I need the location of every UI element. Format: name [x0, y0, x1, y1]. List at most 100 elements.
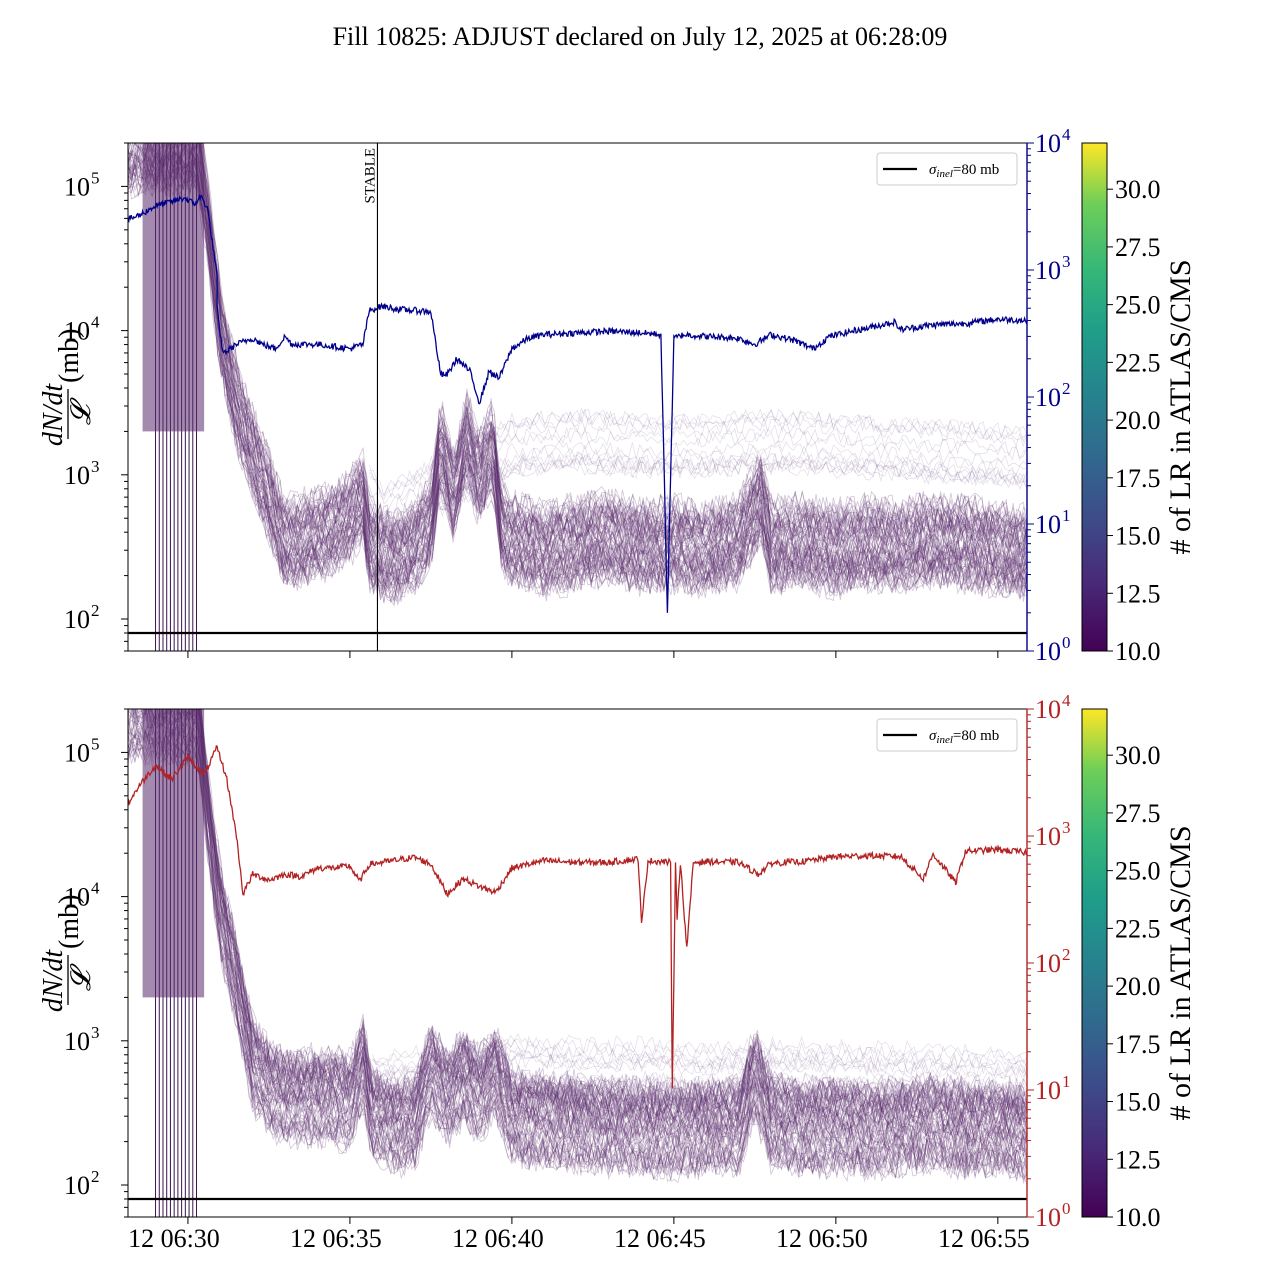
lr-curve — [147, 709, 1027, 1134]
lr-curve — [154, 709, 1027, 1133]
stable-label: STABLE — [362, 148, 378, 203]
y-label-denominator: 𝓛 — [66, 963, 97, 991]
lr-curve — [139, 143, 1027, 553]
lr-curve — [201, 143, 1027, 536]
lr-curve — [128, 710, 1027, 1155]
lr-curve — [128, 154, 1027, 586]
lr-curve — [199, 143, 1027, 541]
lr-curve — [198, 709, 1027, 1124]
lr-curve — [128, 732, 1027, 1178]
lr-curve — [155, 143, 1027, 549]
secondary-tick-label: 10 — [1035, 695, 1061, 724]
y-tick-label: 10 — [64, 738, 90, 767]
lr-curve — [198, 709, 1027, 1115]
lr-upper-curve — [372, 1081, 1027, 1113]
lr-upper-curve — [369, 409, 1027, 498]
lr-curve — [132, 709, 1027, 1142]
lr-curve — [128, 709, 1027, 1143]
lr-curve — [128, 709, 1027, 1153]
lr-upper-curve — [372, 1081, 1027, 1116]
lr-curve — [138, 143, 1027, 566]
lr-curve — [134, 143, 1027, 554]
x-axis-ticks — [187, 651, 999, 658]
lr-curve — [128, 731, 1027, 1179]
lr-curve — [128, 148, 1027, 584]
y-tick-exponent: 2 — [91, 601, 100, 620]
lr-curve — [132, 709, 1027, 1136]
lr-curve — [128, 143, 1027, 573]
x-tick-label: 12 06:30 — [128, 1224, 220, 1253]
colorbar-tick-label: 30.0 — [1115, 175, 1161, 204]
lr-curve — [158, 709, 1027, 1129]
lr-upper-curve — [369, 444, 1027, 532]
colorbar-tick-label: 15.0 — [1115, 522, 1161, 551]
x-axis-ticks: 12 06:30 12 06:35 12 06:40 12 06:45 12 06:50… — [128, 1217, 1030, 1253]
lr-upper-curve — [369, 455, 1027, 545]
lr-curve — [133, 143, 1027, 552]
lr-curve — [128, 742, 1027, 1184]
legend: σinel=80 mb — [876, 152, 1018, 186]
y-label-unit: (mb) — [54, 895, 85, 949]
lr-curve — [128, 152, 1027, 587]
lr-curve — [128, 166, 1027, 604]
lr-curve — [198, 143, 1027, 545]
secondary-tick-label: 10 — [1035, 256, 1061, 285]
lr-curve — [128, 168, 1027, 601]
secondary-tick-label: 10 — [1035, 1076, 1061, 1105]
colorbar-tick-label: 10.0 — [1115, 1203, 1161, 1232]
secondary-tick-exponent: 0 — [1062, 1199, 1071, 1218]
secondary-series-line — [128, 193, 1027, 613]
lr-curve — [189, 709, 1027, 1127]
lr-curve — [128, 737, 1027, 1182]
lr-curve — [128, 709, 1027, 1150]
secondary-tick-exponent: 3 — [1062, 818, 1071, 837]
lr-curve — [128, 143, 1027, 562]
early-dense-region — [142, 709, 205, 998]
lr-upper-curve — [369, 452, 1027, 537]
lr-curve — [147, 143, 1027, 561]
colorbar-tick-label: 20.0 — [1115, 406, 1161, 435]
lr-upper-curve — [372, 1051, 1027, 1084]
lr-upper-curve — [372, 1044, 1027, 1077]
lr-curve — [128, 709, 1027, 1146]
y-tick-exponent: 5 — [91, 734, 100, 753]
lr-curve — [128, 146, 1027, 581]
lr-curve — [128, 143, 1027, 557]
figure-title: Fill 10825: ADJUST declared on July 12, … — [333, 22, 948, 51]
lr-curve — [199, 709, 1027, 1117]
colorbar: 10.0 12.5 15.0 17.5 20.0 22.5 25.0 27.5 30.0 # of… — [1081, 708, 1197, 1232]
lr-upper-curve — [372, 1035, 1027, 1069]
lr-curve — [130, 709, 1027, 1129]
colorbar-tick-label: 15.0 — [1115, 1088, 1161, 1117]
colorbar: 10.0 12.5 15.0 17.5 20.0 22.5 25.0 27.5 30.0 # of… — [1081, 142, 1197, 666]
lr-curve — [128, 145, 1027, 580]
lr-curve — [200, 143, 1027, 536]
secondary-tick-exponent: 1 — [1062, 1072, 1071, 1091]
lr-curve — [128, 733, 1027, 1181]
colorbar-tick-label: 27.5 — [1115, 233, 1161, 262]
lr-curve — [128, 709, 1027, 1151]
lr-curve — [128, 143, 1027, 577]
lr-curve — [128, 709, 1027, 1128]
lr-curve — [128, 717, 1027, 1165]
lr-curve — [128, 162, 1027, 601]
lr-curve — [200, 709, 1027, 1114]
lr-curve — [199, 709, 1027, 1117]
lr-curve — [128, 147, 1027, 581]
lr-upper-curve — [369, 454, 1027, 541]
lr-curve — [128, 143, 1027, 575]
lr-curve — [199, 709, 1027, 1117]
lr-upper-curve — [372, 1065, 1027, 1101]
secondary-tick-label: 10 — [1035, 822, 1061, 851]
lr-curve — [128, 146, 1027, 579]
y-tick-label: 10 — [64, 1027, 90, 1056]
colorbar-tick-label: 22.5 — [1115, 348, 1161, 377]
y-tick-exponent: 4 — [91, 879, 100, 898]
lr-curve — [128, 165, 1027, 602]
lr-curve — [128, 721, 1027, 1169]
colorbar-tick-label: 25.0 — [1115, 857, 1161, 886]
secondary-tick-exponent: 2 — [1062, 379, 1071, 398]
lr-curve — [128, 166, 1027, 604]
